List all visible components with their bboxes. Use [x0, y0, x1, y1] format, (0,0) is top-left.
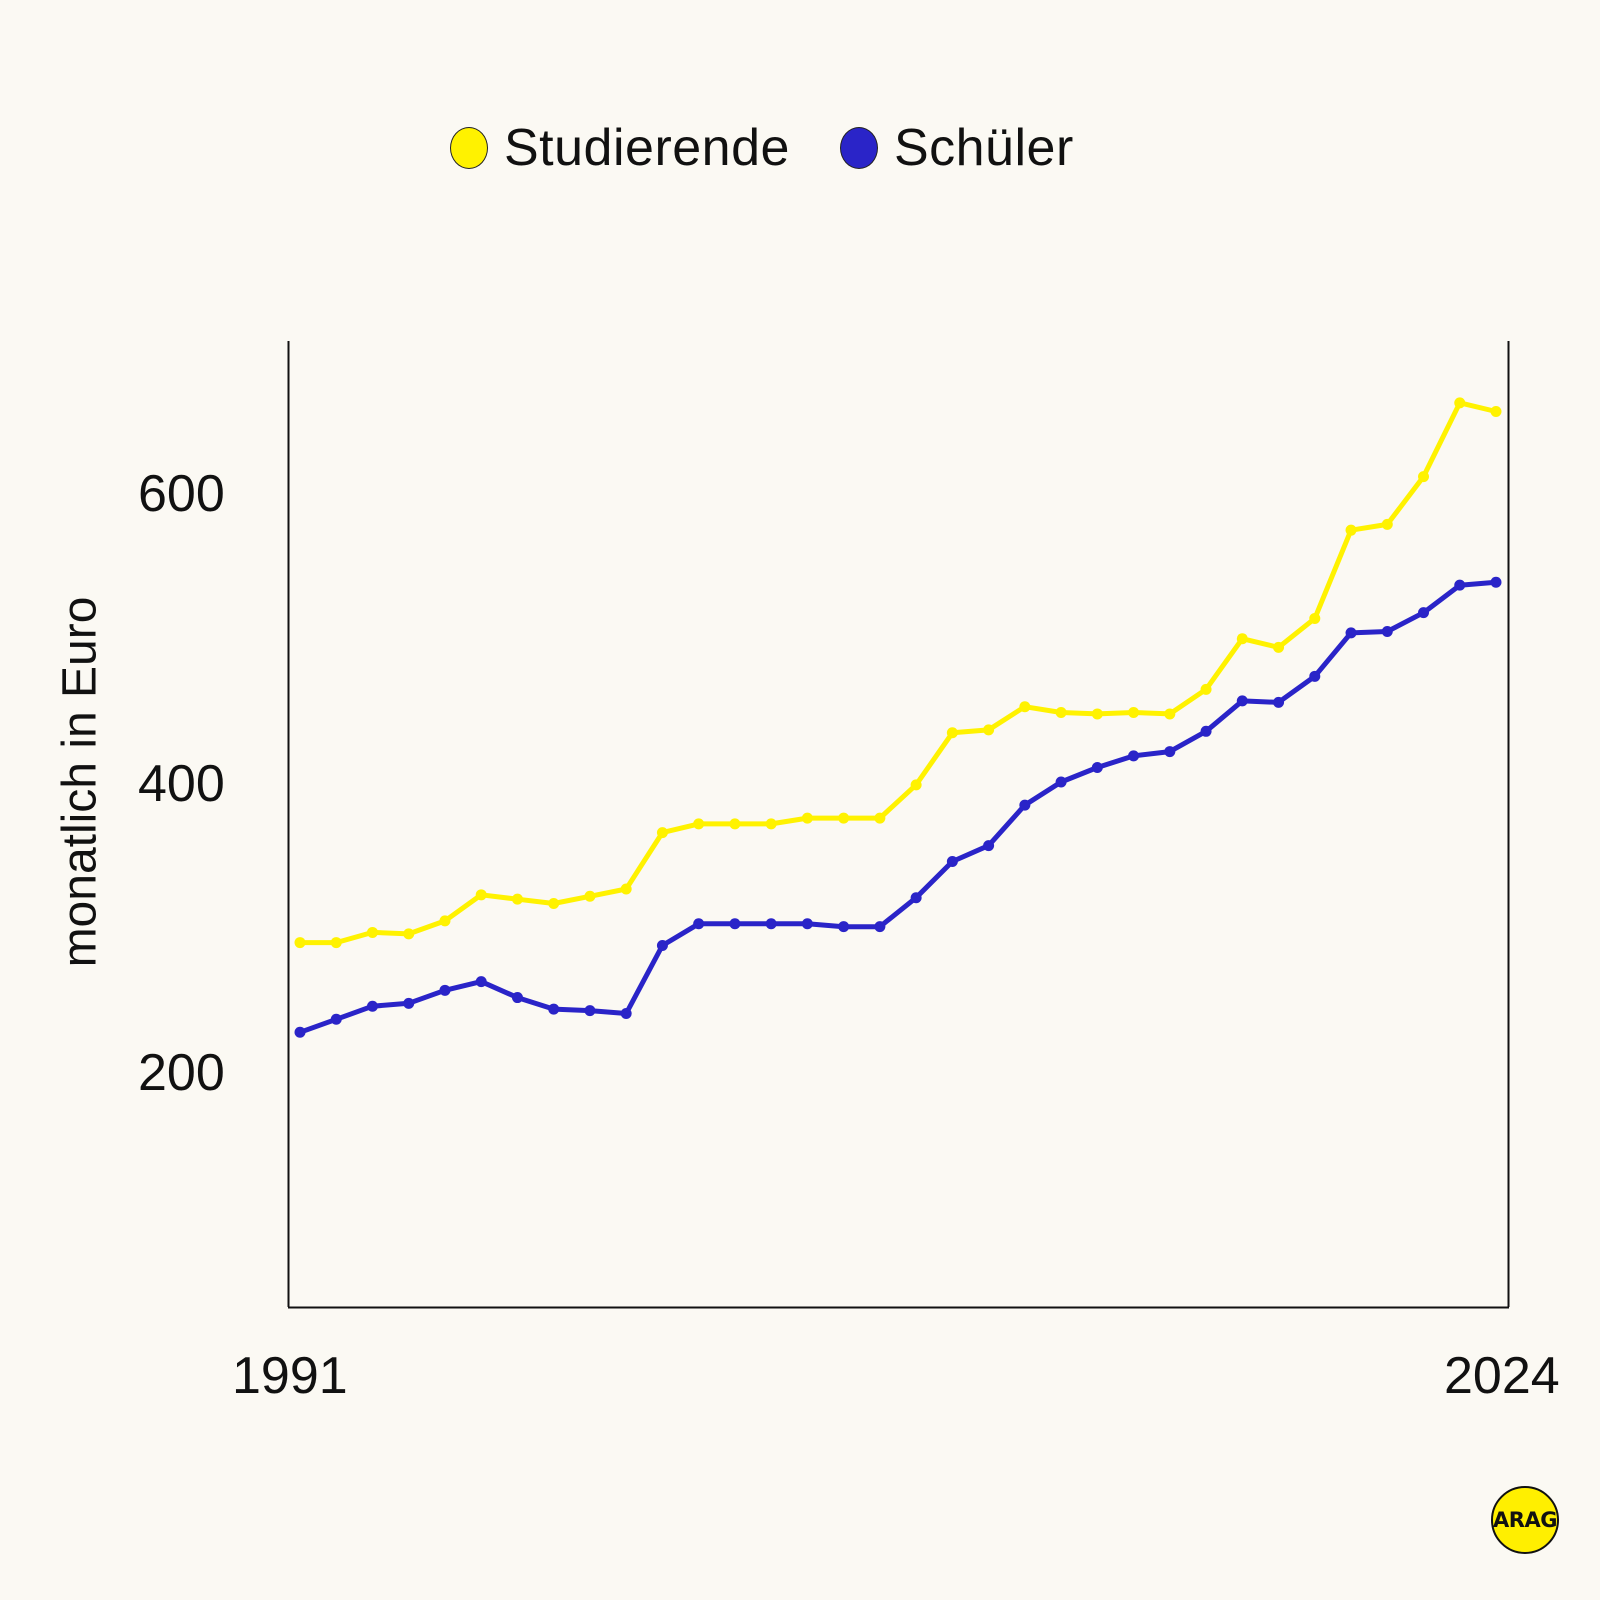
- data-point: [1345, 524, 1357, 536]
- data-point: [1418, 471, 1430, 483]
- data-point: [910, 892, 922, 904]
- data-point: [801, 918, 813, 930]
- data-point: [1019, 701, 1031, 713]
- data-point: [765, 918, 777, 930]
- data-point: [729, 818, 741, 830]
- series-layer: [294, 397, 1502, 1038]
- data-point: [403, 997, 415, 1009]
- x-tick-label: 2024: [1444, 1347, 1560, 1405]
- data-point: [729, 918, 741, 930]
- legend-item-schueler: Schüler: [839, 118, 1074, 178]
- data-point: [946, 856, 958, 868]
- data-point: [693, 918, 705, 930]
- data-point: [1200, 683, 1212, 695]
- data-point: [475, 889, 487, 901]
- data-point: [548, 898, 560, 910]
- data-point: [1309, 612, 1321, 624]
- data-point: [584, 1005, 596, 1017]
- data-point: [874, 921, 886, 933]
- data-point: [439, 915, 451, 927]
- data-point: [1019, 799, 1031, 811]
- data-point: [1381, 518, 1393, 530]
- data-point: [548, 1003, 560, 1015]
- data-point: [1164, 746, 1176, 758]
- series-schüler: [294, 576, 1502, 1038]
- data-point: [439, 984, 451, 996]
- arag-logo: ARAG: [1491, 1486, 1559, 1554]
- data-point: [1309, 670, 1321, 682]
- data-point: [1381, 625, 1393, 637]
- data-point: [366, 926, 378, 938]
- y-tick-label: 400: [138, 755, 225, 813]
- data-point: [584, 890, 596, 902]
- data-point: [1236, 633, 1248, 645]
- data-point: [1345, 627, 1357, 639]
- data-point: [1454, 397, 1466, 409]
- data-point: [330, 937, 342, 949]
- data-point: [838, 921, 850, 933]
- data-point: [511, 893, 523, 905]
- data-point: [1490, 406, 1502, 418]
- data-point: [1236, 695, 1248, 707]
- series-studierende: [294, 397, 1502, 949]
- data-point: [838, 812, 850, 824]
- data-point: [620, 883, 632, 895]
- legend-item-studierende: Studierende: [450, 118, 790, 178]
- legend-label: Schüler: [893, 119, 1074, 177]
- data-point: [403, 928, 415, 940]
- data-point: [1091, 761, 1103, 773]
- data-point: [693, 818, 705, 830]
- data-point: [983, 724, 995, 736]
- data-point: [620, 1007, 632, 1019]
- data-point: [511, 992, 523, 1004]
- data-point: [656, 939, 668, 951]
- data-point: [1128, 706, 1140, 718]
- data-point: [874, 812, 886, 824]
- legend-label: Studierende: [504, 119, 790, 177]
- data-point: [294, 937, 306, 949]
- data-point: [1055, 776, 1067, 788]
- data-point: [1055, 706, 1067, 718]
- series-line: [300, 400, 1497, 946]
- series-line: [299, 579, 1497, 1035]
- data-point: [1273, 696, 1285, 708]
- data-point: [1091, 708, 1103, 720]
- legend-dot-icon: [450, 127, 488, 169]
- legend: Studierende Schüler: [450, 118, 1124, 178]
- data-point: [1128, 750, 1140, 762]
- data-point: [366, 1000, 378, 1012]
- y-tick-label: 600: [138, 465, 225, 523]
- data-point: [330, 1013, 342, 1025]
- data-point: [801, 812, 813, 824]
- data-point: [946, 727, 958, 739]
- data-point: [983, 840, 995, 852]
- data-point: [910, 779, 922, 791]
- data-point: [1273, 641, 1285, 653]
- data-point: [475, 976, 487, 988]
- x-tick-label: 1991: [232, 1347, 348, 1405]
- data-point: [765, 818, 777, 830]
- y-tick-label: 200: [138, 1044, 225, 1102]
- data-point: [294, 1026, 306, 1038]
- data-point: [1418, 607, 1430, 619]
- legend-dot-icon: [839, 127, 878, 169]
- data-point: [1490, 576, 1502, 588]
- data-point: [1454, 579, 1466, 591]
- data-point: [1164, 708, 1176, 720]
- data-point: [656, 827, 668, 839]
- data-point: [1200, 725, 1212, 737]
